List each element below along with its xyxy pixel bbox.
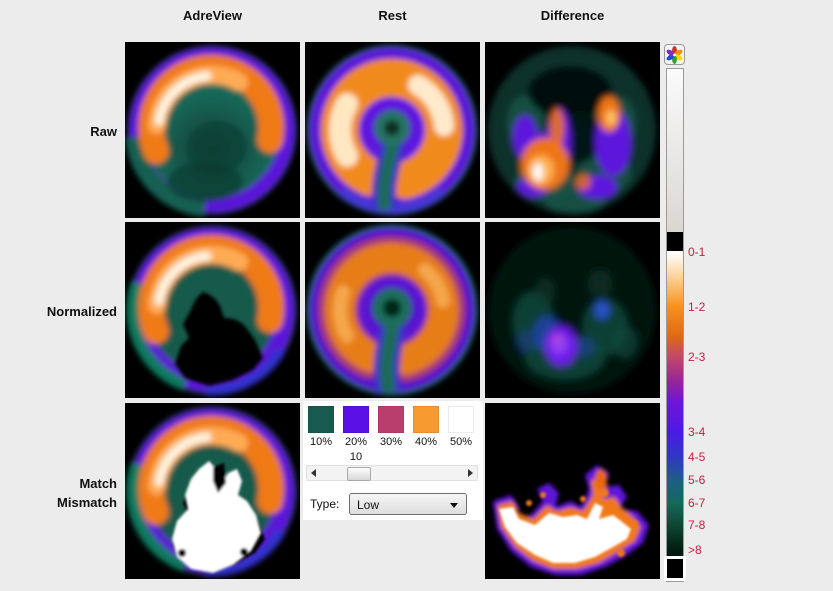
legend-swatch-label: 50% — [449, 436, 473, 448]
slider-value: 10 — [349, 451, 363, 463]
legend-swatch-10 — [308, 406, 334, 433]
legend-swatch-30 — [378, 406, 404, 433]
slider-left-arrow[interactable] — [307, 466, 320, 480]
colorbar-label: 3-4 — [688, 425, 706, 439]
colorbar-label: 1-2 — [688, 300, 706, 314]
row-label-normalized-text: Normalized — [46, 304, 117, 319]
legend-panel: 10% 20% 30% 40% 50% 10 Type: Low — [303, 401, 483, 520]
legend-swatch-label: 10% — [309, 436, 333, 448]
right-triangle-icon — [468, 469, 473, 477]
colorbar-label: 4-5 — [688, 450, 706, 464]
colorbar-upper-marker[interactable] — [667, 232, 683, 251]
legend-swatch-label: 20% — [344, 436, 368, 448]
polar-map-match-difference — [485, 403, 660, 579]
type-label: Type: — [310, 497, 340, 511]
row-label-mismatch-text: Mismatch — [57, 495, 117, 510]
colormap-fan-icon — [666, 46, 683, 64]
colorbar-label: >8 — [688, 543, 702, 557]
colorbar-label: 6-7 — [688, 496, 706, 510]
column-header-rest: Rest — [378, 8, 407, 23]
type-dropdown[interactable]: Low — [349, 493, 467, 515]
left-triangle-icon — [311, 469, 316, 477]
threshold-slider[interactable] — [306, 465, 478, 481]
polar-map-match-adreview — [125, 403, 300, 579]
type-dropdown-value: Low — [357, 498, 380, 512]
legend-swatch-40 — [413, 406, 439, 433]
column-header-adreview: AdreView — [182, 8, 242, 23]
polar-map-raw-adreview — [125, 42, 300, 218]
polar-map-normalized-adreview — [125, 222, 300, 398]
row-label-match-text: Match — [79, 476, 117, 491]
colorbar-label: 2-3 — [688, 350, 706, 364]
colorbar-label: 5-6 — [688, 473, 706, 487]
colorbar-label: 0-1 — [688, 245, 706, 259]
polar-map-raw-rest — [305, 42, 480, 218]
colorbar-label: 7-8 — [688, 518, 706, 532]
row-label-normalized: Normalized — [5, 302, 117, 321]
colorbar — [666, 68, 684, 582]
legend-swatch-label: 40% — [414, 436, 438, 448]
colormap-button[interactable] — [664, 44, 685, 65]
row-label-raw-text: Raw — [90, 124, 117, 139]
slider-thumb[interactable] — [347, 467, 371, 481]
row-label-raw: Raw — [5, 122, 117, 141]
slider-right-arrow[interactable] — [464, 466, 477, 480]
legend-swatch-20 — [343, 406, 369, 433]
row-label-match-mismatch: Match Mismatch — [5, 474, 117, 512]
polar-map-raw-difference — [485, 42, 660, 218]
legend-swatch-50 — [448, 406, 474, 433]
column-header-difference: Difference — [540, 8, 605, 23]
polar-map-normalized-difference — [485, 222, 660, 398]
colorbar-lower-marker[interactable] — [664, 556, 686, 581]
chevron-down-icon — [450, 503, 458, 508]
polar-map-normalized-rest — [305, 222, 480, 398]
legend-swatch-label: 30% — [379, 436, 403, 448]
